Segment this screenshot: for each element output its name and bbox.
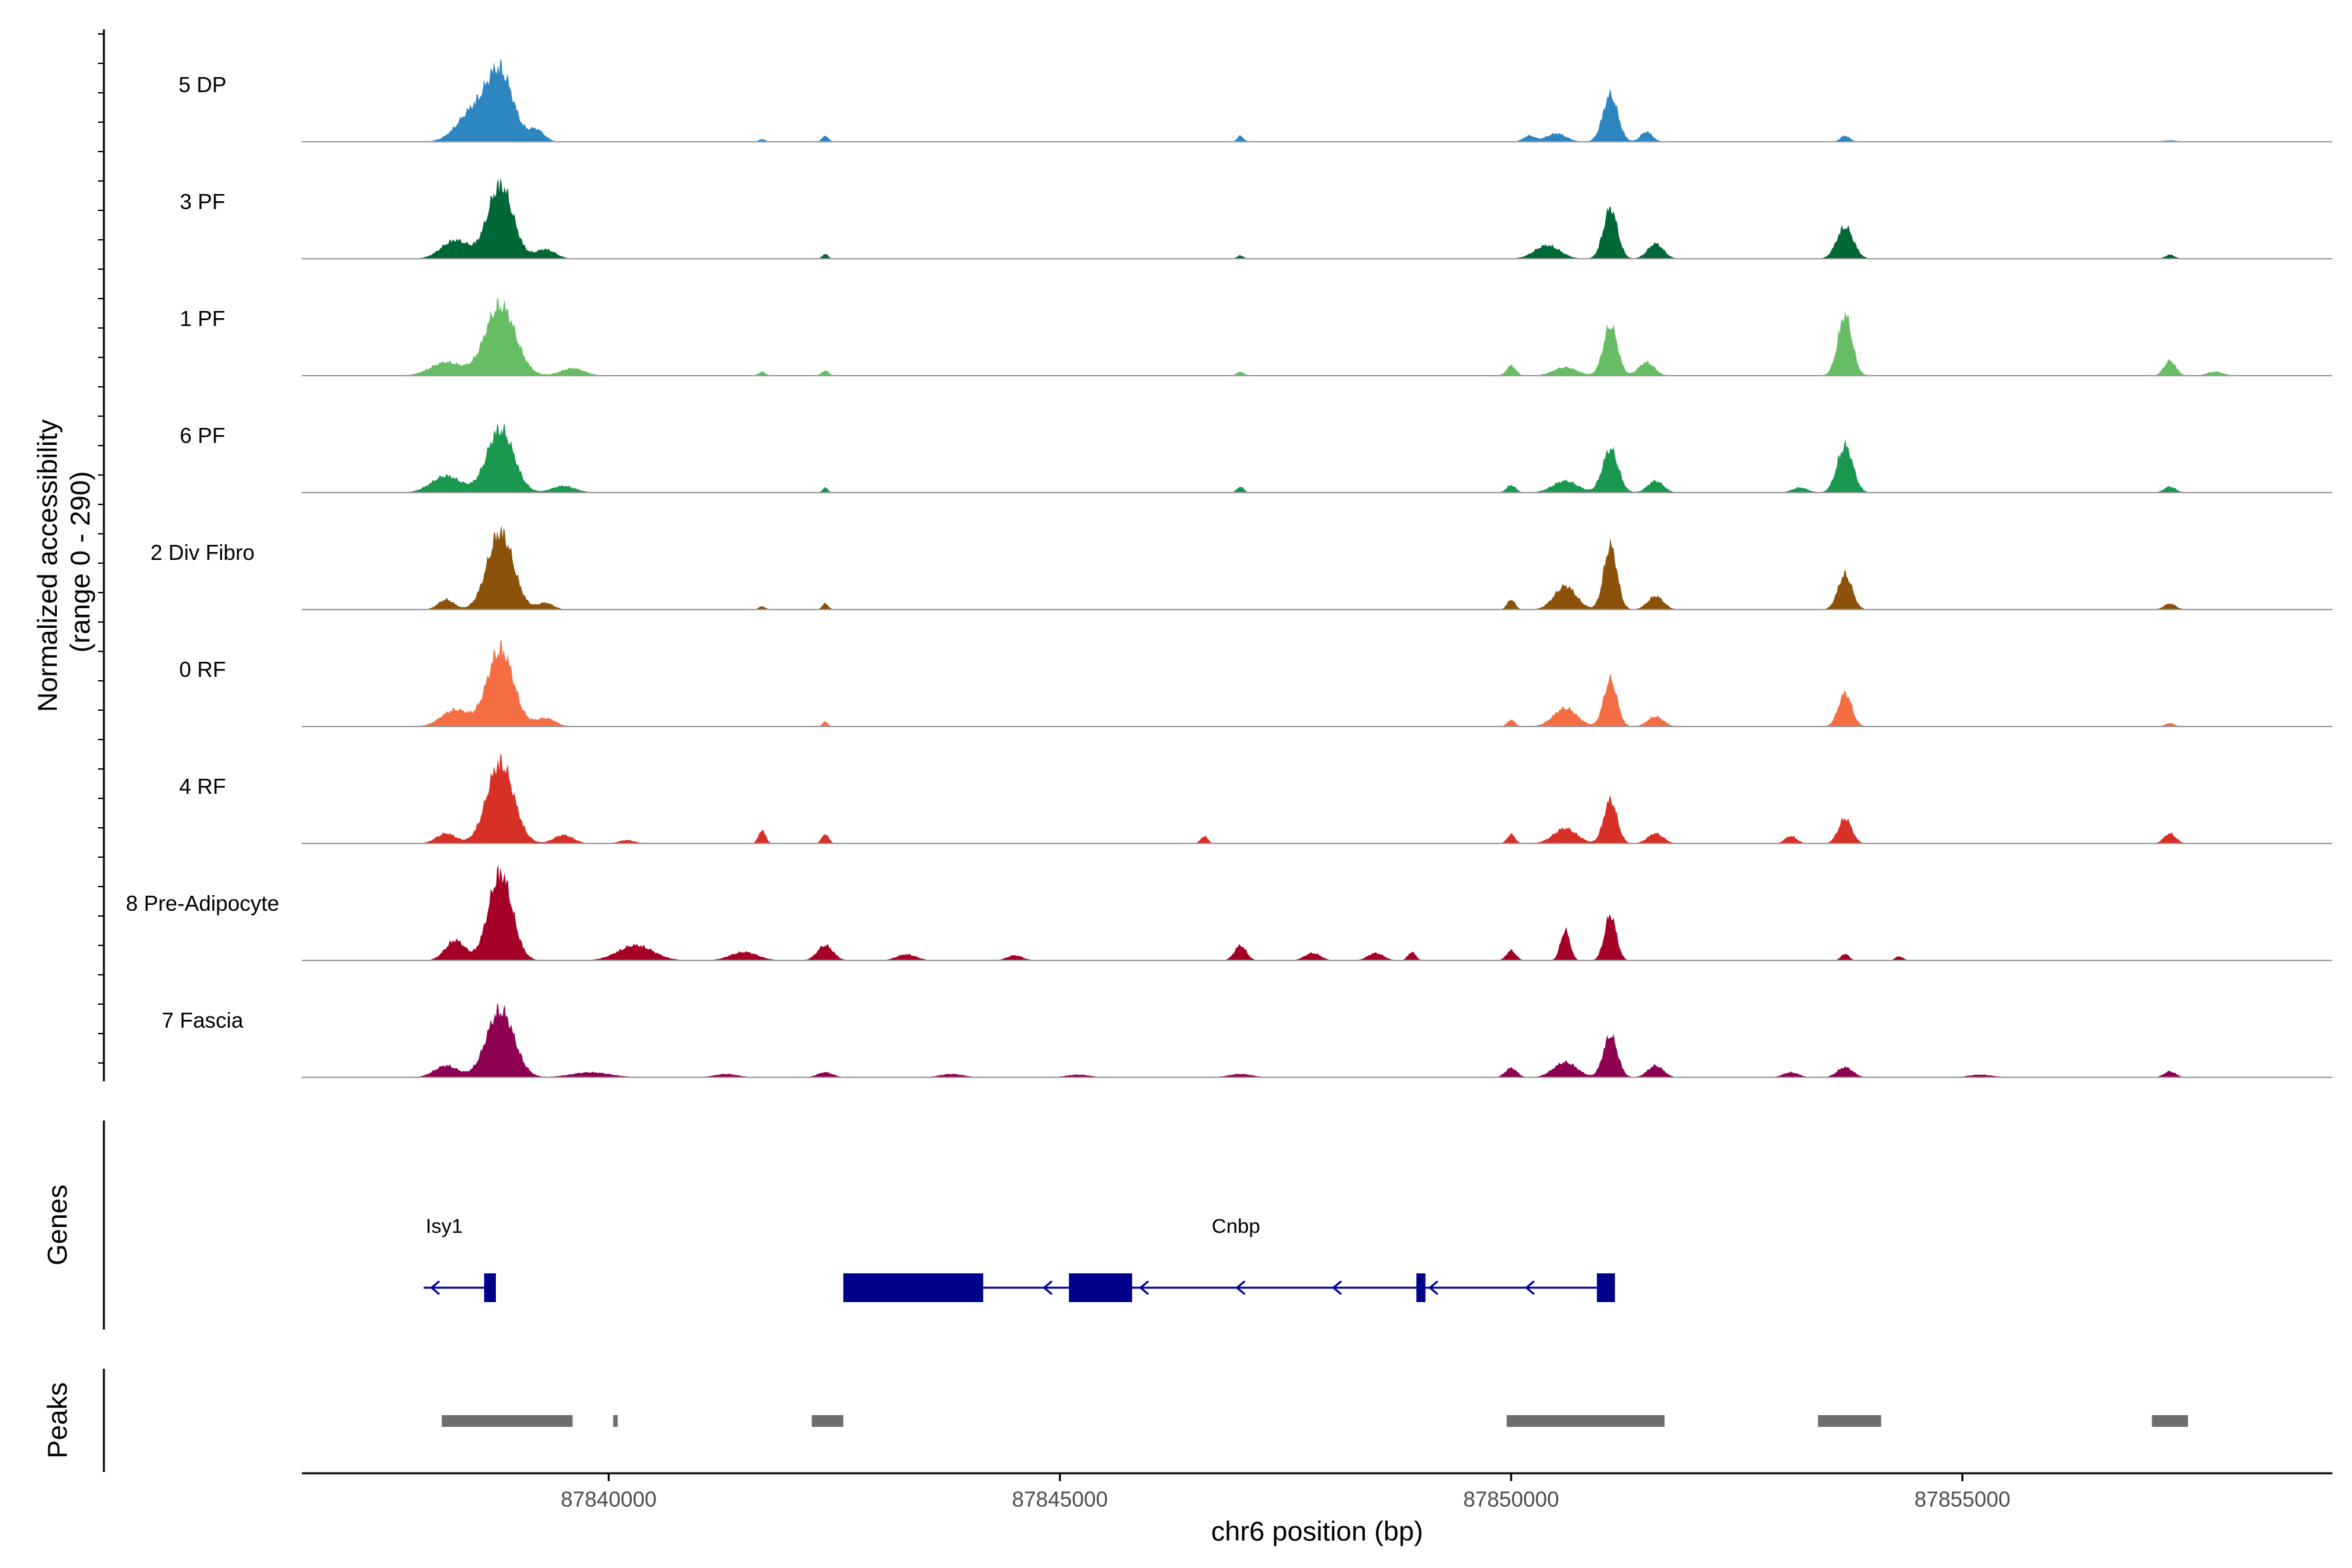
coverage-area (392, 423, 2242, 493)
peak-regions (442, 1415, 2188, 1427)
coverage-area (392, 753, 2242, 843)
x-tick-label: 87840000 (561, 1487, 657, 1511)
coverage-area (392, 59, 2242, 142)
track-5-dp: 5 DP (178, 59, 2332, 142)
coverage-tracks: 5 DP 3 PF 1 PF 6 PF 2 Div Fibro 0 RF 4 RF 8 Pre… (126, 59, 2332, 1078)
coverage-area (392, 865, 2242, 960)
track-label: 3 PF (180, 189, 225, 214)
genes-panel-label: Genes (42, 1184, 73, 1266)
strand-arrow-icon (1235, 1280, 1246, 1296)
track-label: 0 RF (179, 657, 226, 681)
y-axis-title: Normalized accessibility (range 0 - 290) (32, 412, 95, 712)
peak-region (1818, 1415, 1882, 1427)
coverage-area (392, 639, 2242, 727)
track-label: 5 DP (178, 73, 226, 97)
track-8-pre-adipocyte: 8 Pre-Adipocyte (126, 865, 2332, 961)
x-tick-label: 87845000 (1012, 1487, 1108, 1511)
gene-label: Isy1 (426, 1215, 463, 1237)
track-6-pf: 6 PF (180, 423, 2332, 493)
gene-annotations: Isy1 Cnbp (423, 1215, 1615, 1302)
track-3-pf: 3 PF (180, 178, 2332, 259)
gene-isy1: Isy1 (423, 1215, 496, 1302)
track-label: 4 RF (179, 774, 226, 798)
gene-label: Cnbp (1212, 1215, 1260, 1237)
coverage-area (392, 525, 2242, 610)
track-label: 7 Fascia (162, 1008, 244, 1032)
track-1-pf: 1 PF (180, 298, 2332, 376)
x-axis-ticks: 87840000 87845000 87850000 87855000 (561, 1473, 2010, 1511)
x-axis-title: chr6 position (bp) (1211, 1516, 1424, 1546)
y-axis-title-line-1: Normalized accessibility (32, 419, 63, 712)
x-tick-label: 87855000 (1914, 1487, 2010, 1511)
peak-region (2151, 1415, 2188, 1427)
strand-arrow-icon (1524, 1280, 1535, 1296)
track-label: 6 PF (180, 423, 225, 448)
peak-region (811, 1415, 843, 1427)
strand-arrow-icon (1428, 1280, 1439, 1296)
strand-arrow-icon (1139, 1280, 1149, 1296)
x-tick-label: 87850000 (1463, 1487, 1560, 1511)
coverage-y-ticks (98, 33, 104, 1064)
gene-exon (1597, 1273, 1615, 1302)
track-7-fascia: 7 Fascia (162, 1003, 2332, 1078)
track-0-rf: 0 RF (179, 639, 2332, 727)
gene-exon (1416, 1273, 1426, 1302)
peak-region (442, 1415, 573, 1427)
track-label: 8 Pre-Adipocyte (126, 891, 280, 915)
strand-arrow-icon (1042, 1280, 1053, 1296)
gene-exon (1069, 1273, 1132, 1302)
peak-region (1507, 1415, 1665, 1427)
peak-region (613, 1415, 618, 1427)
coverage-area (392, 1003, 2242, 1077)
gene-exon (484, 1273, 496, 1302)
track-label: 1 PF (180, 306, 225, 331)
track-4-rf: 4 RF (179, 753, 2332, 844)
y-axis-title-line-2: (range 0 - 290) (65, 471, 95, 653)
strand-arrow-icon (430, 1280, 440, 1296)
peaks-panel-label: Peaks (42, 1382, 73, 1459)
track-label: 2 Div Fibro (150, 540, 255, 564)
track-2-div-fibro: 2 Div Fibro (150, 525, 2332, 610)
strand-arrow-icon (1331, 1280, 1342, 1296)
coverage-area (392, 298, 2242, 376)
coverage-area (392, 178, 2242, 259)
gene-cnbp: Cnbp (843, 1215, 1615, 1302)
gene-exon (843, 1273, 983, 1302)
